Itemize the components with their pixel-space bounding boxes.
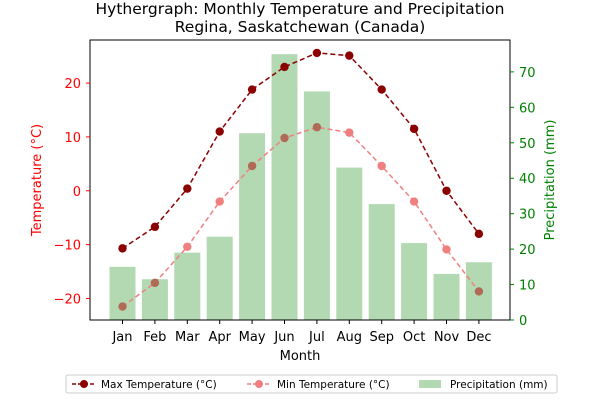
chart-title-line2: Regina, Saskatchewan (Canada)	[175, 18, 426, 36]
precipitation-bars	[109, 54, 492, 321]
min-temp-point-apr	[215, 197, 224, 206]
max-temp-point-jul	[312, 48, 322, 58]
x-tick-label-jun: Jun	[273, 330, 294, 345]
min-temp-point-may	[247, 161, 257, 171]
temperature-lines	[118, 48, 484, 311]
max-temp-point-may	[247, 85, 257, 94]
min-temp-point-jul	[312, 123, 322, 132]
min-temp-point-feb	[150, 278, 160, 288]
precip-bar-mar	[174, 252, 201, 320]
right-y-tick-label: 50	[519, 137, 536, 152]
max-temp-point-jan	[118, 244, 127, 253]
min-temp-point-nov	[442, 245, 451, 254]
legend-precip-label: Precipitation (mm)	[450, 379, 548, 391]
x-tick-label-may: May	[239, 330, 266, 345]
left-y-tick-label: −20	[54, 292, 81, 307]
x-tick-label-aug: Aug	[337, 330, 362, 345]
max-temp-point-apr	[215, 127, 224, 136]
left-y-axis-label: Temperature (°C)	[30, 124, 45, 237]
left-y-tick-label: −10	[54, 239, 81, 254]
x-tick-label-nov: Nov	[434, 330, 460, 345]
max-temp-point-nov	[442, 186, 451, 195]
max-temp-point-oct	[409, 124, 419, 134]
max-temp-point-mar	[183, 184, 192, 193]
min-temp-point-sep	[377, 161, 386, 171]
right-y-tick-label: 30	[519, 208, 536, 223]
min-temp-point-aug	[345, 128, 354, 137]
x-tick-label-jul: Jul	[308, 330, 325, 345]
precip-bar-apr	[206, 236, 233, 320]
legend-max-marker	[80, 380, 88, 388]
x-tick-label-apr: Apr	[208, 330, 231, 345]
x-tick-label-mar: Mar	[175, 330, 200, 345]
precip-bar-nov	[433, 273, 460, 320]
precip-bar-may	[239, 133, 266, 320]
max-temp-point-sep	[377, 85, 386, 94]
x-tick-label-dec: Dec	[466, 330, 491, 345]
min-temp-line	[122, 126, 480, 308]
left-y-tick-label: 0	[73, 185, 81, 200]
x-tick-label-sep: Sep	[369, 330, 394, 345]
precip-bar-aug	[336, 167, 363, 320]
max-temp-point-feb	[150, 222, 160, 232]
right-y-tick-label: 70	[519, 66, 536, 81]
right-y-axis-label: Precipitation (mm)	[543, 120, 558, 241]
min-temp-point-oct	[409, 197, 419, 206]
precip-bar-oct	[401, 243, 428, 320]
right-y-tick-label: 40	[519, 172, 536, 187]
max-temp-point-jun	[280, 62, 289, 72]
right-y-tick-label: 60	[519, 101, 536, 116]
min-temp-point-dec	[474, 287, 484, 296]
x-tick-label-oct: Oct	[403, 330, 425, 345]
x-tick-label-jan: Jan	[111, 330, 132, 345]
min-temp-point-jun	[280, 133, 289, 143]
x-axis-label: Month	[280, 349, 321, 364]
max-temp-point-aug	[345, 51, 354, 60]
right-y-tick-label: 0	[519, 314, 527, 329]
left-y-tick-label: 20	[64, 77, 81, 92]
plot-frame	[89, 39, 511, 321]
left-y-axis: −20 −10 0 10 20	[54, 77, 90, 307]
precip-bar-jan	[109, 266, 136, 320]
legend-frame	[65, 374, 558, 394]
legend-max-label: Max Temperature (°C)	[101, 379, 217, 391]
legend-min-marker	[255, 380, 263, 388]
precip-bar-sep	[368, 204, 395, 320]
precip-bar-jun	[271, 54, 298, 320]
left-y-tick-label: 10	[64, 131, 81, 146]
min-temp-point-jan	[118, 302, 127, 311]
legend-min-label: Min Temperature (°C)	[277, 379, 390, 391]
right-y-axis: 0 10 20 30 40 50 60 70	[510, 66, 536, 329]
max-temp-line	[122, 52, 480, 250]
legend-precip-swatch	[419, 380, 441, 388]
legend: Max Temperature (°C) Min Temperature (°C…	[65, 374, 558, 394]
min-temp-point-mar	[183, 242, 192, 251]
x-axis: Jan Feb Mar Apr May Jun Jul Aug Sep Oct Nov Dec	[111, 320, 491, 345]
right-y-tick-label: 20	[519, 243, 536, 258]
max-temp-point-dec	[474, 229, 484, 239]
x-tick-label-feb: Feb	[143, 330, 166, 345]
chart-title-line1: Hythergraph: Monthly Temperature and Pre…	[96, 0, 505, 18]
right-y-tick-label: 10	[519, 279, 536, 294]
